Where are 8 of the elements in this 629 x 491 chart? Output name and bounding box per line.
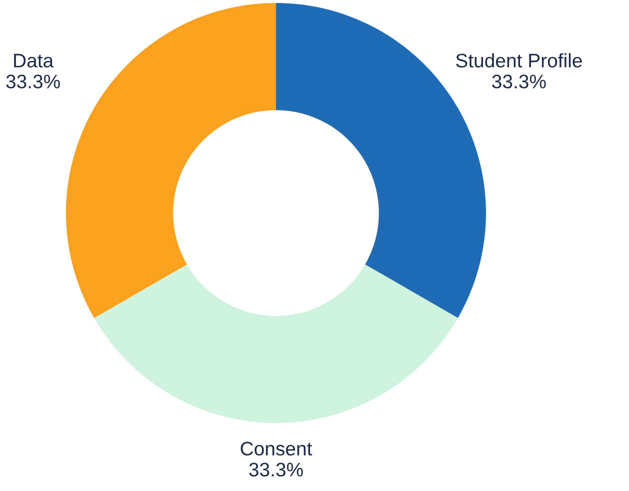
slice-label: Data bbox=[14, 54, 54, 68]
slice-label: Consent bbox=[240, 442, 312, 456]
data-label: 33.3% bbox=[492, 74, 546, 88]
donut-slice bbox=[66, 3, 276, 318]
donut-slice bbox=[94, 264, 458, 423]
data-label: 33.3% bbox=[249, 462, 303, 476]
slice-label: Student Profile bbox=[456, 53, 582, 68]
data-label: 33.3% bbox=[6, 74, 60, 88]
